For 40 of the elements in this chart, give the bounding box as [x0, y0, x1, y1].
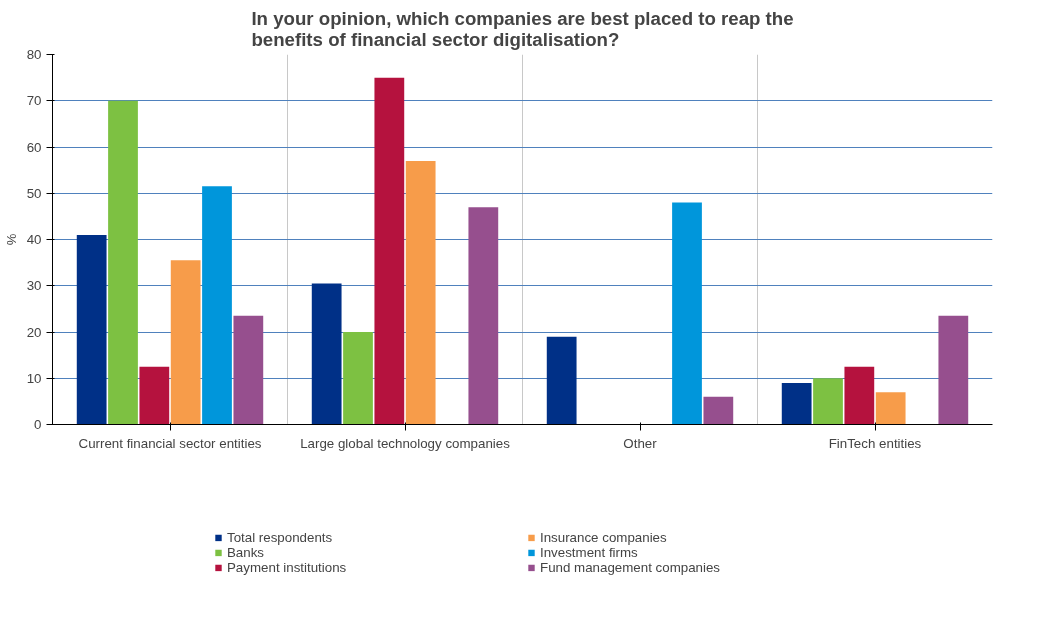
y-tick-label: 10	[26, 370, 42, 386]
bar	[875, 392, 906, 425]
bar	[703, 396, 734, 425]
legend-label: Payment institutions	[226, 559, 348, 575]
legend-label: Fund management companies	[539, 559, 722, 575]
x-tick-label: Current financial sector entities	[78, 435, 262, 451]
legend-label: Insurance companies	[539, 529, 668, 545]
y-tick-label: 40	[26, 232, 42, 247]
legend-label: Investment firms	[539, 544, 638, 560]
y-tick-label: 60	[26, 139, 42, 155]
bar	[139, 366, 170, 425]
bar	[233, 315, 264, 425]
bar	[546, 336, 577, 425]
bar	[405, 160, 436, 425]
legend-label: Banks	[226, 544, 265, 560]
x-tick-label: Other	[623, 435, 658, 451]
bar	[374, 77, 405, 425]
bar	[170, 260, 201, 425]
y-tick-label: 80	[26, 47, 42, 62]
bar	[781, 382, 812, 425]
y-tick-label: 70	[26, 93, 42, 109]
bar	[76, 234, 107, 425]
legend-label: Total respondents	[226, 529, 334, 545]
bar	[343, 332, 373, 425]
chart-title: In your opinion, which companies are best placed to reap the benefits of financial sector digitalisation?	[251, 7, 794, 50]
bar	[844, 366, 875, 425]
y-axis-title: %	[3, 233, 19, 246]
x-tick-label: Large global technology companies	[300, 435, 511, 451]
y-tick-label: 30	[26, 278, 42, 294]
bar	[108, 100, 138, 425]
x-tick-label: FinTech entities	[828, 435, 922, 451]
bar	[813, 378, 843, 425]
y-tick-label: 0	[34, 417, 42, 432]
bar	[202, 186, 232, 425]
bar	[672, 202, 702, 425]
bar	[468, 207, 499, 425]
y-tick-label: 50	[26, 185, 42, 201]
bar	[311, 283, 342, 425]
bar	[938, 315, 969, 425]
y-tick-label: 20	[26, 324, 42, 340]
